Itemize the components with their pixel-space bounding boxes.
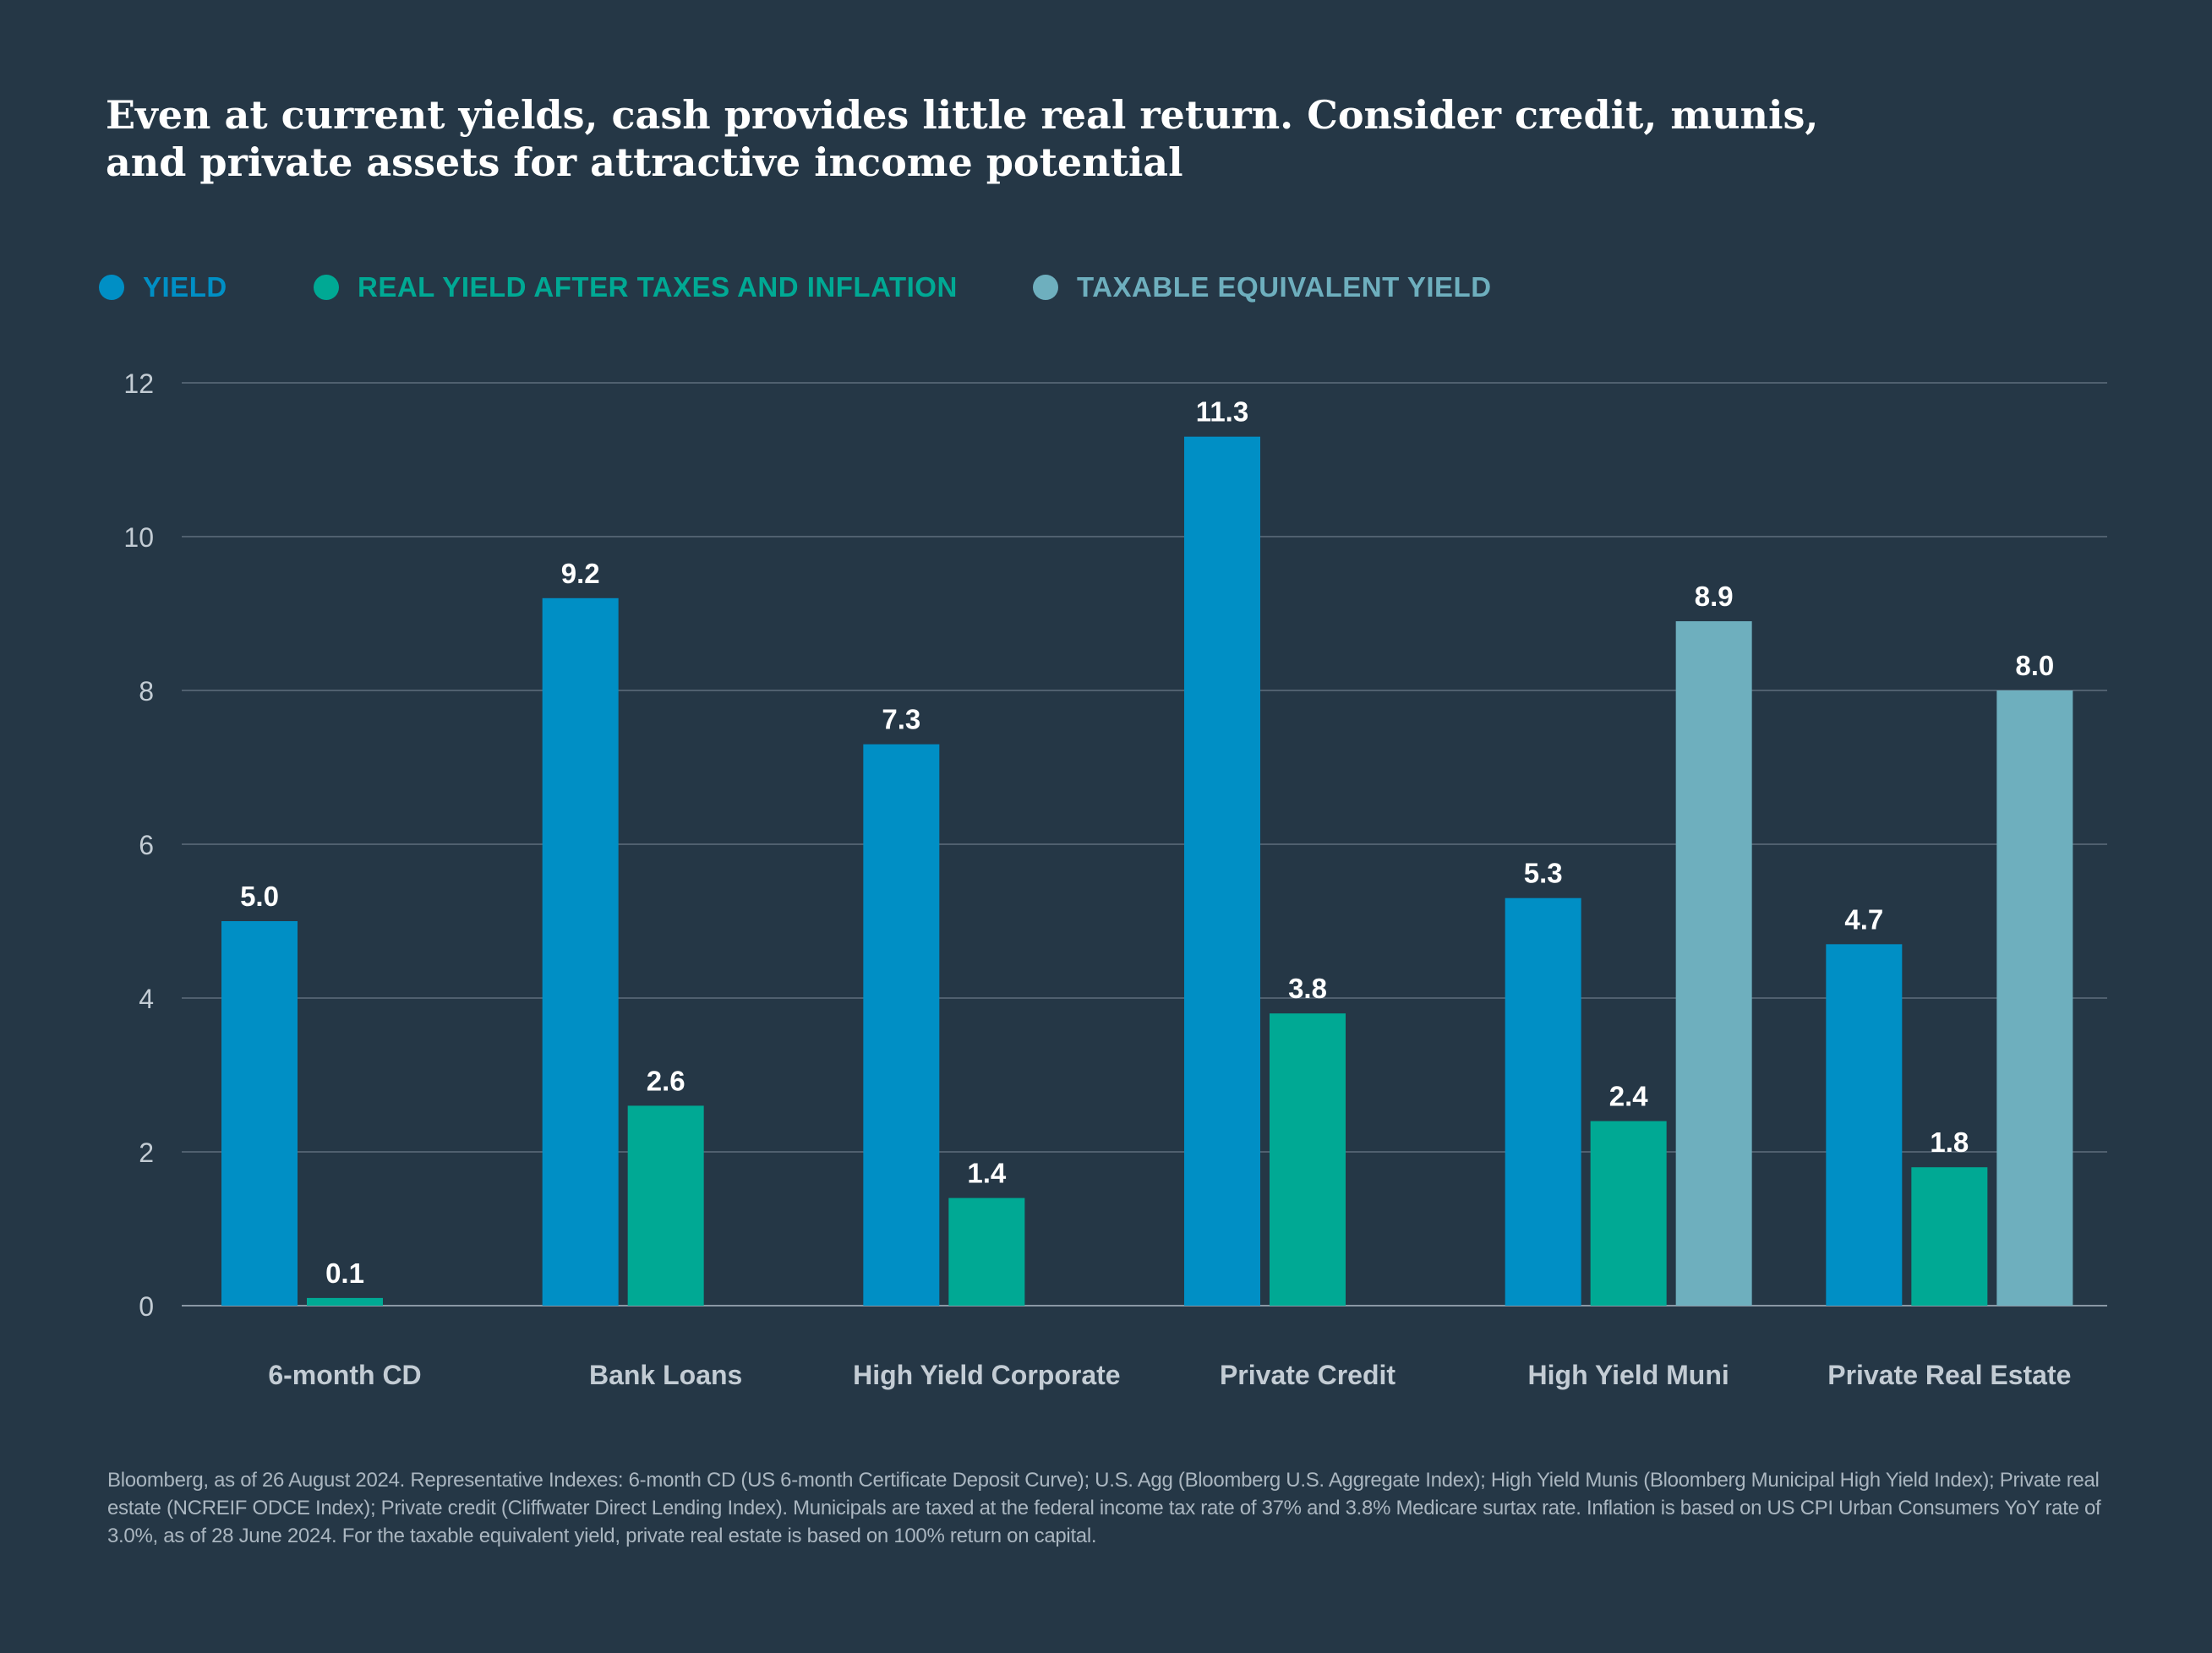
y-tick-label-2: 2 bbox=[139, 1137, 154, 1168]
data-label-real-yield-after-taxes-and-inflation-0: 0.1 bbox=[325, 1257, 364, 1289]
legend-swatch-taxable-equivalent-yield bbox=[1033, 275, 1058, 300]
data-label-yield-5: 4.7 bbox=[1844, 903, 1883, 935]
x-tick-label-4: High Yield Muni bbox=[1528, 1360, 1729, 1390]
legend-swatch-yield bbox=[99, 275, 124, 300]
data-label-real-yield-after-taxes-and-inflation-5: 1.8 bbox=[1930, 1127, 1969, 1158]
data-label-taxable-equivalent-yield-4: 8.9 bbox=[1695, 581, 1734, 612]
y-tick-label-12: 12 bbox=[123, 368, 154, 399]
x-tick-label-5: Private Real Estate bbox=[1827, 1360, 2071, 1390]
footnote: Bloomberg, as of 26 August 2024. Represe… bbox=[107, 1469, 2101, 1547]
legend-label-real-yield: REAL YIELD AFTER TAXES AND INFLATION bbox=[358, 271, 958, 303]
legend-swatch-real-yield bbox=[314, 275, 339, 300]
y-tick-label-10: 10 bbox=[123, 522, 154, 553]
data-label-yield-1: 9.2 bbox=[561, 558, 600, 589]
data-label-taxable-equivalent-yield-5: 8.0 bbox=[2015, 650, 2054, 681]
legend-label-taxable-equivalent-yield: TAXABLE EQUIVALENT YIELD bbox=[1077, 271, 1492, 303]
x-tick-label-2: High Yield Corporate bbox=[853, 1360, 1120, 1390]
y-tick-label-6: 6 bbox=[139, 830, 154, 860]
data-label-yield-3: 11.3 bbox=[1196, 396, 1248, 428]
bar-taxable-equivalent-yield-5 bbox=[1996, 690, 2073, 1306]
legend-item-real-yield: REAL YIELD AFTER TAXES AND INFLATION bbox=[314, 269, 958, 306]
y-tick-label-0: 0 bbox=[139, 1291, 154, 1322]
x-tick-label-1: Bank Loans bbox=[589, 1360, 742, 1390]
legend-item-yield: YIELD bbox=[99, 269, 227, 306]
data-label-real-yield-after-taxes-and-inflation-1: 2.6 bbox=[647, 1065, 685, 1096]
legend-label-yield: YIELD bbox=[143, 271, 227, 303]
legend-item-taxable-equivalent-yield: TAXABLE EQUIVALENT YIELD bbox=[1033, 269, 1492, 306]
bar-yield-0 bbox=[221, 921, 298, 1306]
bar-real-yield-after-taxes-and-inflation-3 bbox=[1270, 1013, 1346, 1306]
bar-taxable-equivalent-yield-4 bbox=[1675, 621, 1752, 1306]
bar-real-yield-after-taxes-and-inflation-4 bbox=[1590, 1121, 1667, 1306]
data-label-real-yield-after-taxes-and-inflation-4: 2.4 bbox=[1609, 1081, 1649, 1112]
bar-chart: 0 2 4 6 8 10 12 5.0 0.1 6-month CD 9.2 2.6 Bank Loan… bbox=[123, 368, 2107, 1390]
bar-real-yield-after-taxes-and-inflation-1 bbox=[627, 1105, 704, 1306]
x-tick-label-0: 6-month CD bbox=[268, 1360, 421, 1390]
bar-real-yield-after-taxes-and-inflation-5 bbox=[1911, 1167, 1988, 1306]
bar-yield-1 bbox=[542, 597, 619, 1306]
bar-yield-4 bbox=[1505, 897, 1581, 1306]
data-label-yield-2: 7.3 bbox=[882, 704, 920, 735]
y-tick-label-4: 4 bbox=[139, 984, 154, 1014]
data-label-real-yield-after-taxes-and-inflation-3: 3.8 bbox=[1288, 973, 1327, 1004]
x-tick-label-3: Private Credit bbox=[1220, 1360, 1395, 1390]
bar-yield-5 bbox=[1826, 944, 1903, 1306]
bar-yield-3 bbox=[1184, 436, 1260, 1307]
bar-real-yield-after-taxes-and-inflation-0 bbox=[307, 1297, 383, 1306]
data-label-real-yield-after-taxes-and-inflation-2: 1.4 bbox=[967, 1158, 1007, 1189]
y-tick-label-8: 8 bbox=[139, 676, 154, 706]
chart-title: Even at current yields, cash provides li… bbox=[106, 92, 1819, 185]
data-label-yield-0: 5.0 bbox=[240, 881, 279, 912]
data-label-yield-4: 5.3 bbox=[1524, 858, 1563, 889]
bar-real-yield-after-taxes-and-inflation-2 bbox=[948, 1197, 1025, 1306]
bar-yield-2 bbox=[863, 744, 940, 1306]
